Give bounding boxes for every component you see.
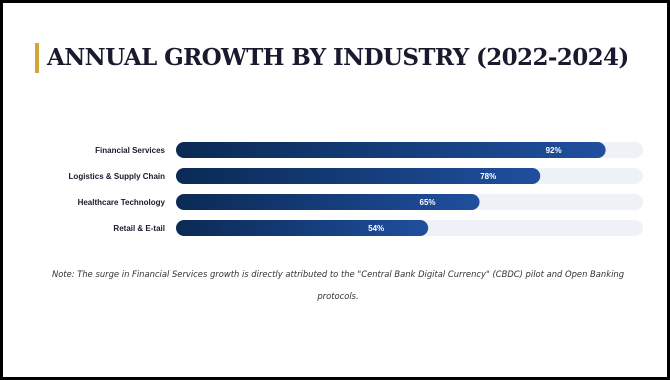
category-label-retail-e-tail: Retail & E-tail [113, 224, 165, 233]
bar-chart: Financial Services 92% Logistics & Supply … [69, 142, 643, 236]
bar-financial-services [176, 142, 606, 158]
value-label-financial-services: 92% [546, 146, 562, 155]
category-label-healthcare-technology: Healthcare Technology [78, 198, 166, 207]
value-label-healthcare-technology: 65% [420, 198, 436, 207]
bar-logistics-supply-chain [176, 168, 541, 184]
chart-note: Note: The surge in Financial Services gr… [51, 269, 625, 301]
title-accent-bar [35, 43, 39, 73]
value-label-logistics-supply-chain: 78% [480, 172, 496, 181]
bar-retail-e-tail [176, 220, 429, 236]
bar-healthcare-technology [176, 194, 480, 210]
category-label-logistics-supply-chain: Logistics & Supply Chain [69, 172, 166, 181]
slide-title: ANNUAL GROWTH BY INDUSTRY (2022-2024) [47, 44, 629, 71]
slide: ANNUAL GROWTH BY INDUSTRY (2022-2024) Fi… [3, 3, 667, 377]
category-label-financial-services: Financial Services [95, 146, 165, 155]
value-label-retail-e-tail: 54% [368, 224, 384, 233]
